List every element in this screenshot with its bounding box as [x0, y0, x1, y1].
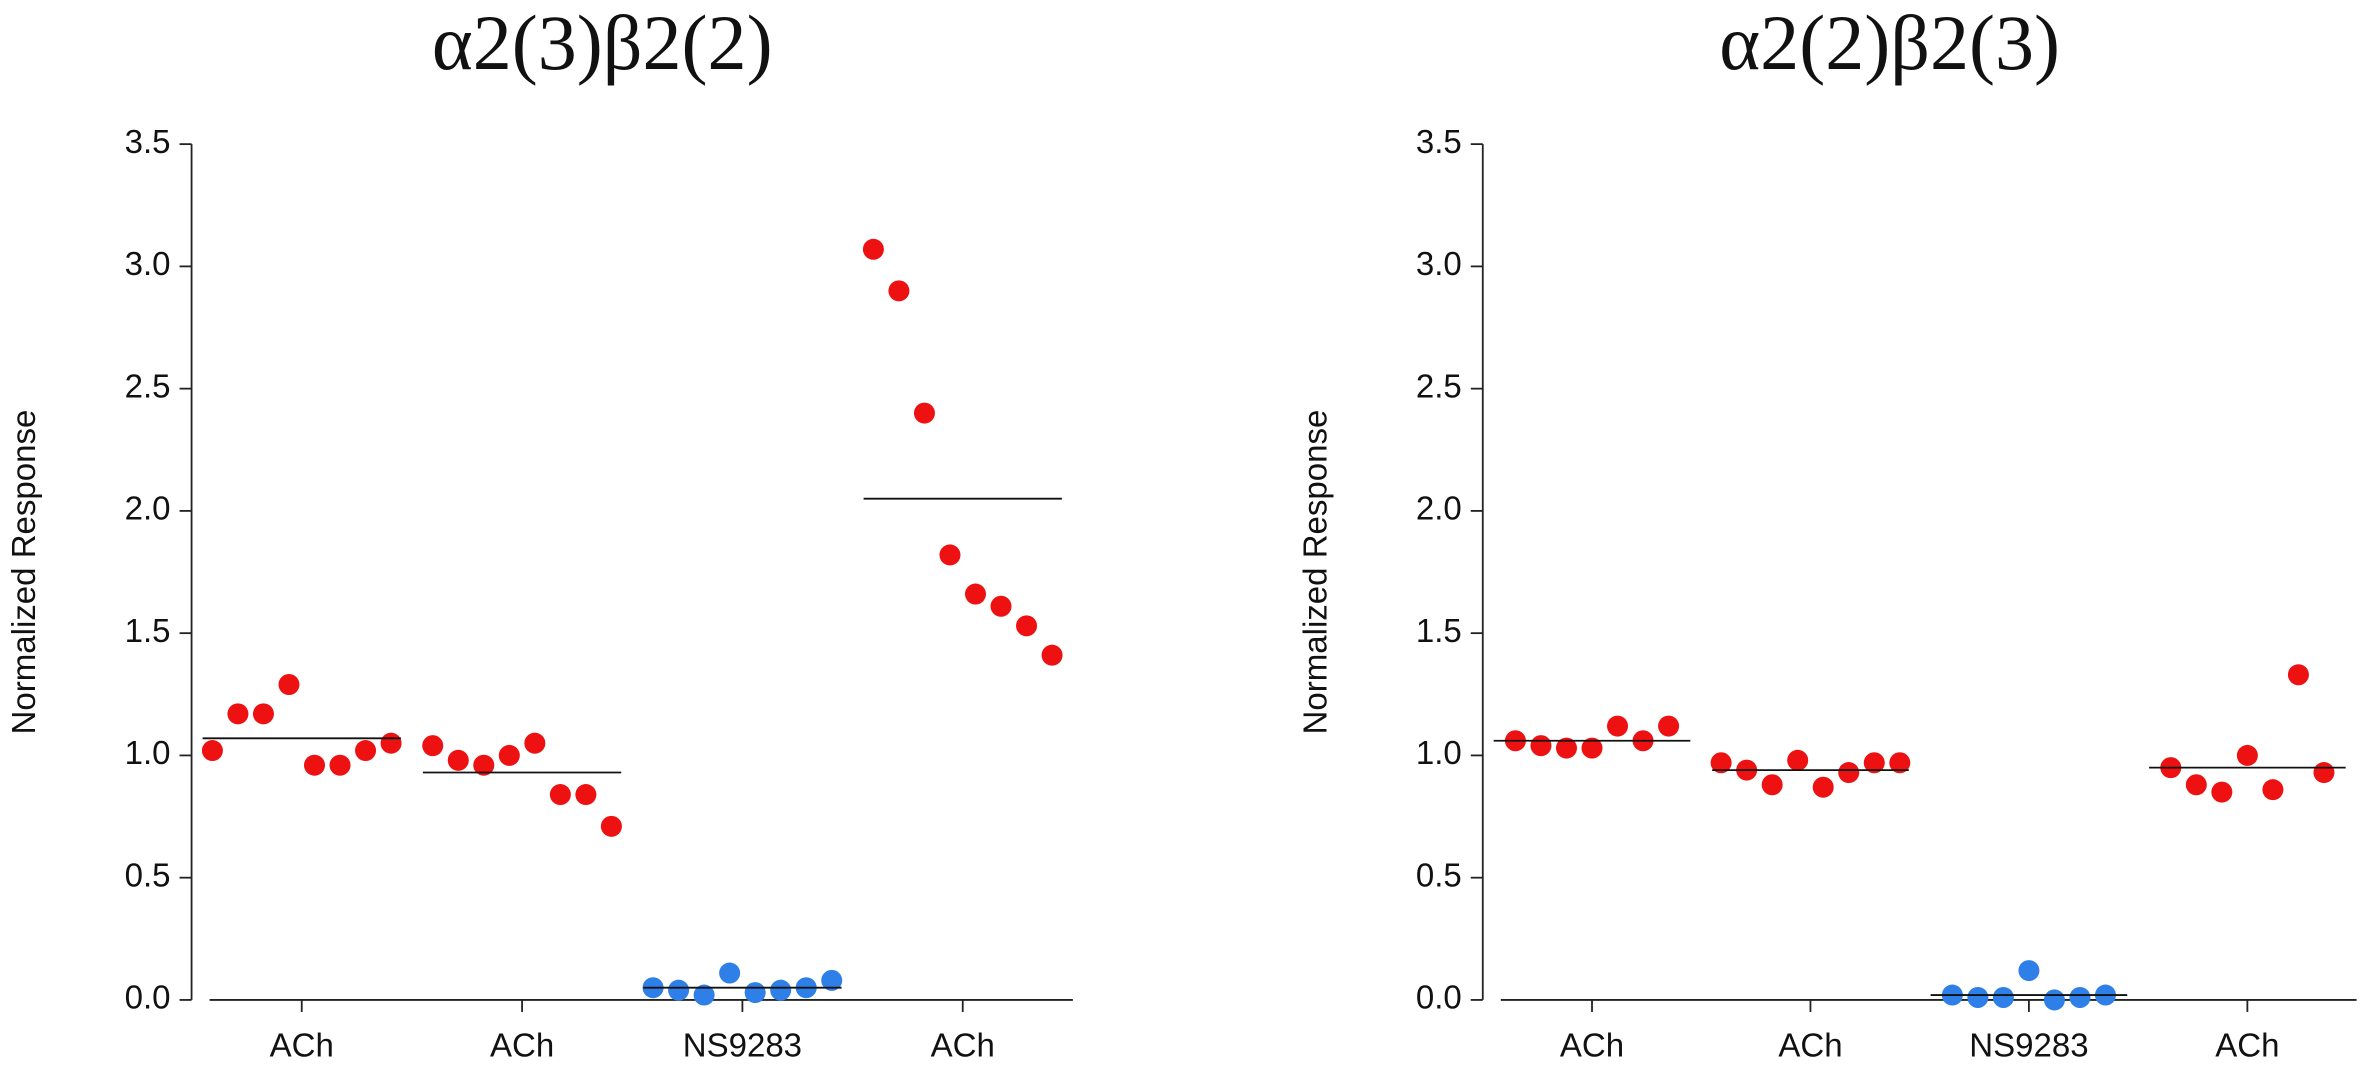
data-point: [964, 583, 987, 605]
data-point: [2287, 664, 2309, 686]
data-point: [1812, 776, 1834, 798]
data-point: [422, 735, 444, 757]
data-point: [329, 754, 351, 776]
data-point: [1967, 986, 1989, 1008]
y-tick-label: 3.5: [1416, 123, 1462, 160]
data-point: [227, 703, 249, 725]
data-point: [2262, 779, 2284, 801]
data-point: [990, 595, 1012, 617]
x-tick-label: NS9283: [1969, 1027, 2088, 1064]
y-tick-label: 2.0: [125, 490, 171, 527]
data-point: [201, 740, 223, 762]
data-point: [744, 982, 766, 1004]
data-point: [303, 754, 326, 776]
y-tick-label: 0.5: [125, 856, 171, 893]
data-point: [2236, 744, 2258, 766]
data-point: [2069, 986, 2091, 1008]
data-point: [668, 979, 690, 1001]
data-point: [278, 674, 300, 696]
chart-title: α2(2)β2(3): [1719, 0, 2060, 86]
data-point: [862, 238, 884, 260]
data-point: [2043, 989, 2065, 1011]
y-tick-label: 1.5: [125, 612, 171, 649]
y-tick-label: 1.0: [125, 734, 171, 771]
y-axis-label: Normalized Response: [1296, 410, 1333, 735]
data-point: [1016, 615, 1038, 637]
y-tick-label: 2.5: [125, 367, 171, 404]
y-tick-label: 0.5: [1416, 856, 1462, 893]
data-point: [719, 962, 741, 984]
data-point: [473, 754, 495, 776]
y-tick-label: 3.0: [1416, 245, 1462, 282]
data-point: [2185, 774, 2207, 796]
data-point: [770, 979, 792, 1001]
data-point: [2211, 781, 2233, 803]
chart-title: α2(3)β2(2): [432, 0, 773, 86]
data-point: [575, 784, 597, 806]
data-point: [888, 280, 910, 302]
y-tick-label: 0.0: [125, 979, 171, 1016]
data-point: [524, 732, 546, 754]
x-tick-label: ACh: [490, 1027, 554, 1064]
data-point: [1992, 986, 2014, 1008]
data-point: [355, 740, 377, 762]
x-tick-label: ACh: [1560, 1027, 1624, 1064]
data-point: [600, 815, 622, 837]
x-tick-label: NS9283: [683, 1027, 802, 1064]
data-point: [1581, 737, 1603, 759]
data-point: [1863, 752, 1885, 774]
data-point: [939, 544, 961, 566]
y-tick-label: 3.0: [125, 245, 171, 282]
data-point: [1607, 715, 1629, 737]
y-tick-label: 3.5: [125, 123, 171, 160]
data-point: [447, 749, 469, 771]
data-point: [1658, 715, 1680, 737]
data-point: [1838, 762, 1860, 784]
y-tick-label: 2.5: [1416, 367, 1462, 404]
data-point: [1530, 735, 1552, 757]
y-tick-label: 1.5: [1416, 612, 1462, 649]
data-point: [1787, 749, 1809, 771]
x-tick-label: ACh: [2215, 1027, 2279, 1064]
data-point: [2313, 762, 2335, 784]
data-point: [1555, 737, 1577, 759]
x-tick-label: ACh: [270, 1027, 334, 1064]
data-point: [821, 969, 843, 991]
data-point: [380, 732, 402, 754]
data-point: [693, 984, 715, 1006]
x-tick-label: ACh: [931, 1027, 995, 1064]
data-point: [913, 402, 935, 424]
data-point: [1710, 752, 1732, 774]
y-tick-label: 2.0: [1416, 490, 1462, 527]
data-point: [1889, 752, 1911, 774]
x-tick-label: ACh: [1778, 1027, 1842, 1064]
y-tick-label: 1.0: [1416, 734, 1462, 771]
y-tick-label: 0.0: [1416, 979, 1462, 1016]
y-axis-label: Normalized Response: [5, 410, 42, 735]
data-point: [549, 784, 571, 806]
data-point: [1041, 644, 1063, 666]
data-point: [2018, 960, 2040, 982]
data-point: [252, 703, 274, 725]
data-point: [498, 744, 520, 766]
data-point: [1761, 774, 1783, 796]
